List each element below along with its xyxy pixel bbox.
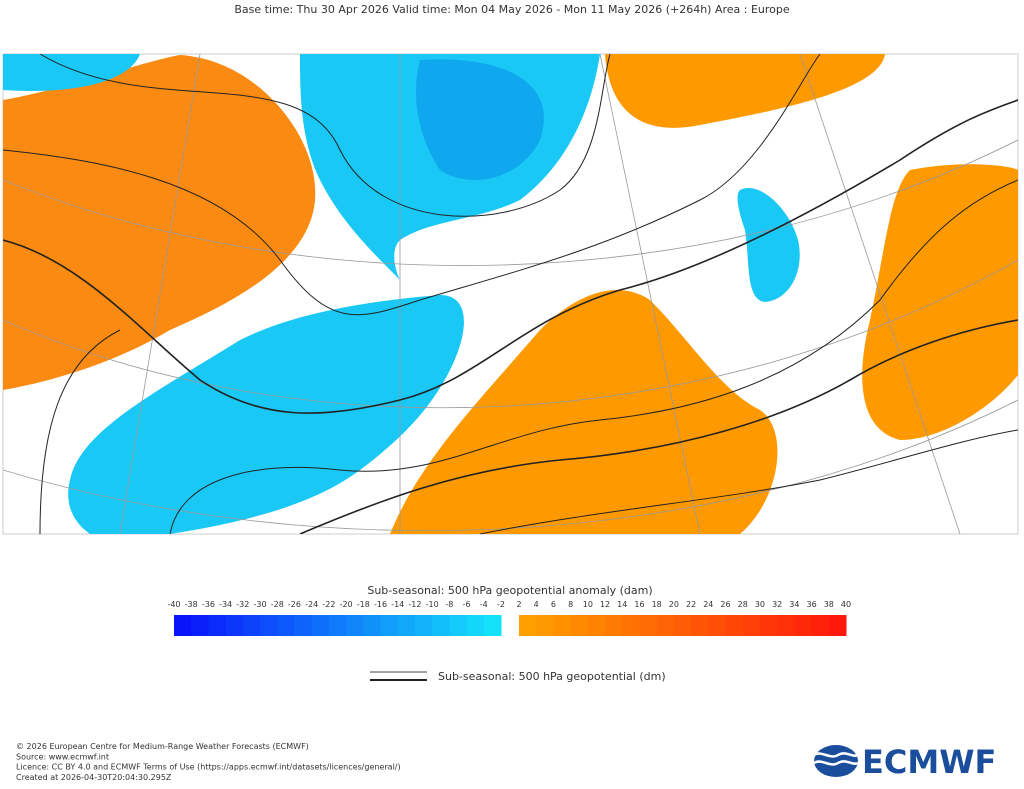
colorbar-tick-label: -18 <box>357 600 370 609</box>
colorbar-tick-label: 26 <box>720 600 730 609</box>
colorbar-cell <box>483 615 502 636</box>
colorbar-tick-label: -34 <box>219 600 232 609</box>
colorbar-tick-label: -36 <box>202 600 215 609</box>
colorbar-tick-label: 30 <box>755 600 765 609</box>
colorbar-cell <box>691 615 709 636</box>
graticule <box>3 54 1018 534</box>
colorbar-cell <box>277 615 295 636</box>
colorbar-tick-label: -10 <box>426 600 439 609</box>
contours <box>3 54 1018 534</box>
colorbar: -40 -38 -36 -34 -32 -30 -28 -26 -24 -22 -20 -18 -16-… <box>167 600 851 636</box>
footer-line: Source: www.ecmwf.int <box>16 752 109 761</box>
legend-label: Sub-seasonal: 500 hPa geopotential (dm) <box>438 670 666 683</box>
colorbar-tick-label: -6 <box>463 600 471 609</box>
colorbar-cell <box>622 615 640 636</box>
colorbar-tick-label: -22 <box>322 600 335 609</box>
colorbar-tick-label: 38 <box>824 600 834 609</box>
contour-legend: Sub-seasonal: 500 hPa geopotential (dm) <box>370 670 666 683</box>
footer-line: Licence: CC BY 4.0 and ECMWF Terms of Us… <box>16 763 401 772</box>
colorbar-tick-label: -2 <box>497 600 505 609</box>
colorbar-cell <box>208 615 227 636</box>
colorbar-cell <box>328 615 347 636</box>
colorbar-tick-label: 18 <box>652 600 662 609</box>
colorbar-tick-label: 34 <box>789 600 799 609</box>
colorbar-cell <box>260 615 278 636</box>
colorbar-tick-label: 10 <box>583 600 593 609</box>
colorbar-cell <box>725 615 744 636</box>
colorbar-cell <box>294 615 313 636</box>
colorbar-cell <box>639 615 658 636</box>
colorbar-tick-label: -20 <box>340 600 353 609</box>
colorbar-cell <box>553 615 572 636</box>
colorbar-tick-label: 2 <box>516 600 521 609</box>
colorbar-tick-label: 12 <box>600 600 610 609</box>
colorbar-tick-label: -12 <box>408 600 421 609</box>
colorbar-cell <box>536 615 554 636</box>
title: Base time: Thu 30 Apr 2026 Valid time: M… <box>234 3 790 16</box>
colorbar-tick-label: 36 <box>806 600 816 609</box>
colorbar-cell <box>828 615 847 636</box>
colorbar-tick-label: 20 <box>669 600 679 609</box>
colorbar-cell <box>570 615 589 636</box>
footer: © 2026 European Centre for Medium-Range … <box>16 742 401 782</box>
colorbar-tick-label: -30 <box>254 600 267 609</box>
colorbar-tick-label: 22 <box>686 600 696 609</box>
logo: ECMWF <box>813 743 996 781</box>
colorbar-tick-label: 40 <box>841 600 851 609</box>
colorbar-cell <box>587 615 606 636</box>
colorbar-cell <box>759 615 778 636</box>
colorbar-cell <box>742 615 761 636</box>
colorbar-cell <box>432 615 450 636</box>
colorbar-title: Sub-seasonal: 500 hPa geopotential anoma… <box>367 584 652 597</box>
footer-line: Created at 2026-04-30T20:04:30.295Z <box>16 773 172 782</box>
colorbar-tick-label: 28 <box>738 600 748 609</box>
colorbar-tick-label: 14 <box>617 600 627 609</box>
colorbar-cell <box>708 615 727 636</box>
colorbar-cell <box>605 615 623 636</box>
colorbar-tick-label: 4 <box>534 600 539 609</box>
colorbar-tick-label: -28 <box>271 600 284 609</box>
colorbar-cell <box>174 615 192 636</box>
colorbar-tick-label: -38 <box>185 600 198 609</box>
colorbar-cell <box>397 615 416 636</box>
colorbar-tick-label: -24 <box>305 600 318 609</box>
colorbar-tick-label: -40 <box>167 600 180 609</box>
colorbar-cell <box>380 615 399 636</box>
colorbar-cell <box>466 615 485 636</box>
colorbar-tick-label: 32 <box>772 600 782 609</box>
colorbar-cell <box>225 615 244 636</box>
colorbar-tick-label: 24 <box>703 600 713 609</box>
colorbar-cell <box>363 615 382 636</box>
colorbar-tick-label: -26 <box>288 600 301 609</box>
colorbar-cell <box>414 615 433 636</box>
colorbar-tick-label: -8 <box>445 600 453 609</box>
colorbar-cell <box>311 615 330 636</box>
colorbar-tick-label: 6 <box>551 600 556 609</box>
colorbar-tick-label: 8 <box>568 600 573 609</box>
colorbar-cell <box>346 615 364 636</box>
logo-text: ECMWF <box>862 743 996 781</box>
colorbar-cell <box>519 615 537 636</box>
colorbar-cell <box>449 615 468 636</box>
colorbar-cell <box>811 615 830 636</box>
colorbar-cell <box>191 615 209 636</box>
colorbar-tick-label: -4 <box>480 600 488 609</box>
colorbar-cell <box>794 615 813 636</box>
colorbar-cell <box>777 615 795 636</box>
positive-anomaly <box>3 54 1018 534</box>
colorbar-cell <box>242 615 261 636</box>
footer-line: © 2026 European Centre for Medium-Range … <box>16 742 309 751</box>
negative-anomaly <box>3 54 800 534</box>
colorbar-tick-label: -32 <box>236 600 249 609</box>
colorbar-cell <box>673 615 692 636</box>
colorbar-tick-label: 16 <box>634 600 644 609</box>
colorbar-cell <box>656 615 675 636</box>
map <box>2 53 1019 535</box>
colorbar-tick-label: -16 <box>374 600 387 609</box>
colorbar-tick-label: -14 <box>391 600 404 609</box>
